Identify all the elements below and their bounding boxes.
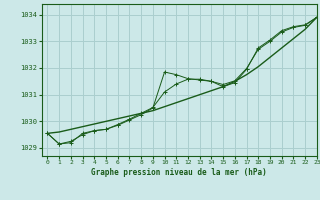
X-axis label: Graphe pression niveau de la mer (hPa): Graphe pression niveau de la mer (hPa)	[91, 168, 267, 177]
